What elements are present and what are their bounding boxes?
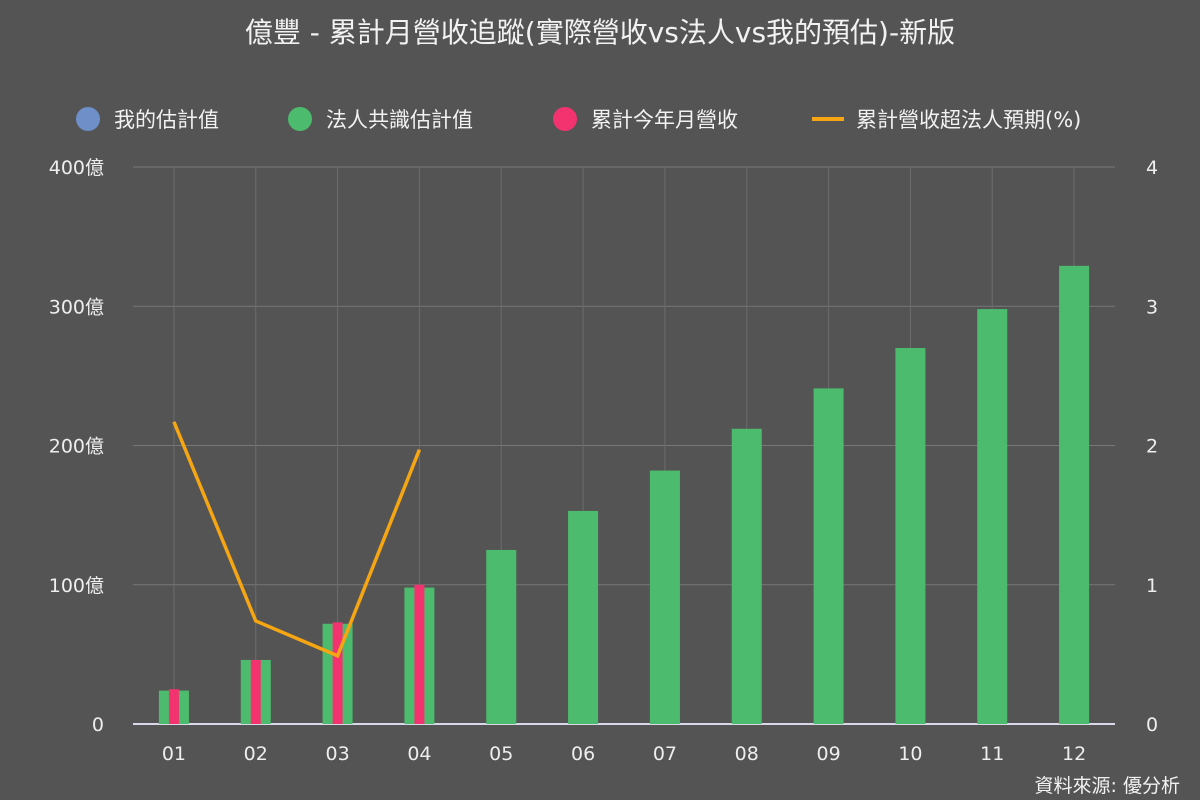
y-right-tick-label: 4 (1146, 157, 1158, 179)
legend-label: 累計營收超法人預期(%) (856, 108, 1081, 132)
line-series (172, 421, 422, 659)
y-right-tick-label: 0 (1146, 714, 1158, 736)
bar-consensus (486, 549, 517, 724)
bar-consensus (1059, 265, 1090, 724)
y-axis-left: 0 100億 200億 300億 400億 (49, 157, 104, 736)
bar-consensus (649, 470, 680, 724)
legend-dot-swatch (76, 107, 100, 131)
x-tick-label: 01 (162, 743, 186, 765)
legend-label: 我的估計值 (114, 108, 219, 132)
source-label: 資料來源: 優分析 (1035, 775, 1180, 797)
legend-dot-swatch (553, 107, 577, 131)
legend-item: 我的估計值 (76, 107, 219, 132)
x-tick-label: 02 (244, 743, 268, 765)
legend-label: 累計今年月營收 (591, 108, 738, 132)
bar-actual (332, 622, 343, 724)
bar-actual (250, 659, 261, 724)
x-tick-label: 05 (489, 743, 513, 765)
x-tick-label: 08 (735, 743, 759, 765)
x-tick-label: 04 (407, 743, 431, 765)
bar-consensus (731, 428, 762, 724)
x-tick-label: 03 (325, 743, 349, 765)
x-tick-label: 07 (653, 743, 677, 765)
y-left-tick-label: 300億 (49, 296, 104, 318)
x-tick-label: 11 (980, 743, 1004, 765)
x-axis: 01 02 03 04 05 06 07 08 09 10 11 12 (162, 743, 1086, 765)
y-right-tick-label: 1 (1146, 575, 1158, 597)
bar-consensus (895, 348, 926, 724)
grid (133, 166, 1115, 725)
legend-line-swatch (812, 117, 844, 121)
bars (158, 265, 1090, 724)
line-excess-vs-consensus (172, 421, 422, 659)
legend-item: 法人共識估計值 (288, 107, 473, 132)
legend-dot-swatch (288, 107, 312, 131)
bar-actual (168, 689, 179, 724)
bar-actual (414, 584, 425, 724)
y-left-tick-label: 100億 (49, 575, 104, 597)
bar-consensus (813, 388, 844, 724)
legend-label: 法人共識估計值 (326, 108, 473, 132)
y-right-tick-label: 3 (1146, 296, 1158, 318)
bar-consensus (977, 309, 1008, 724)
x-tick-label: 10 (898, 743, 922, 765)
x-tick-label: 06 (571, 743, 595, 765)
x-tick-label: 09 (816, 743, 840, 765)
legend-item: 累計今年月營收 (553, 107, 738, 132)
y-left-tick-label: 0 (92, 714, 104, 736)
bar-consensus (568, 510, 599, 724)
y-right-tick-label: 2 (1146, 436, 1158, 458)
y-axis-right: 0 1 2 3 4 (1146, 157, 1158, 736)
y-left-tick-label: 400億 (49, 157, 104, 179)
y-left-tick-label: 200億 (49, 436, 104, 458)
x-tick-label: 12 (1062, 743, 1086, 765)
legend: 我的估計值 法人共識估計值 累計今年月營收 累計營收超法人預期(%) (76, 107, 1081, 132)
legend-item: 累計營收超法人預期(%) (812, 108, 1081, 132)
chart-title: 億豐 - 累計月營收追蹤(實際營收vs法人vs我的預估)-新版 (245, 16, 955, 49)
